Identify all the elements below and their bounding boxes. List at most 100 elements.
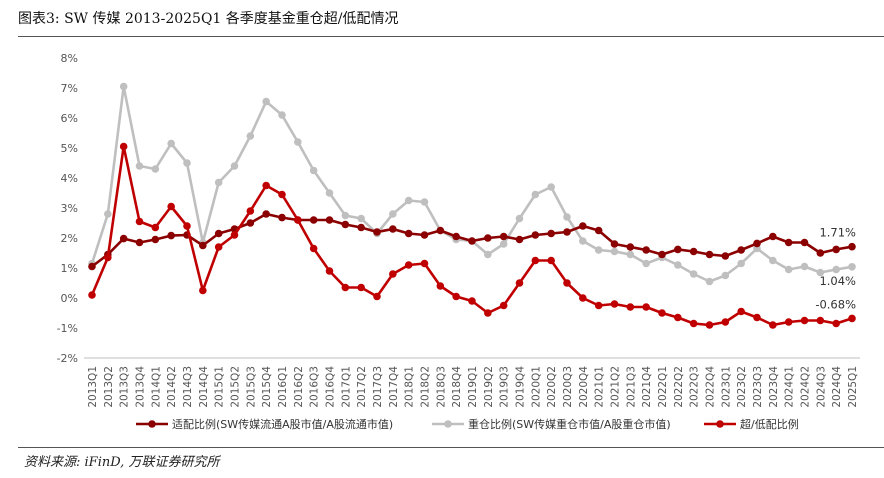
- series-point: [626, 303, 635, 311]
- series-point: [357, 223, 365, 232]
- series-point: [214, 178, 223, 187]
- series-point: [404, 261, 413, 269]
- series-point: [531, 231, 540, 239]
- series-point: [484, 234, 492, 242]
- series-point: [531, 256, 540, 265]
- series-point: [642, 303, 650, 311]
- series-point: [135, 217, 144, 226]
- series-point: [610, 240, 619, 248]
- legend-label: 适配比例(SW传媒流通A股市值/A股流通市值): [172, 417, 393, 431]
- series-point: [104, 253, 112, 262]
- series-point: [737, 259, 745, 268]
- y-tick-label: 6%: [61, 112, 78, 125]
- series-point: [468, 237, 476, 245]
- x-tick-label: 2017Q2: [356, 366, 368, 408]
- x-tick-label: 2013Q4: [135, 366, 147, 408]
- series-point: [737, 246, 745, 254]
- y-tick-label: 3%: [61, 202, 78, 215]
- series-point: [800, 316, 809, 325]
- series-point: [642, 259, 650, 268]
- series-point: [389, 225, 397, 233]
- series-point: [642, 246, 650, 254]
- series-point: [658, 250, 666, 259]
- series-point: [753, 313, 761, 322]
- series-point: [674, 245, 682, 254]
- x-tick-label: 2021Q1: [594, 366, 606, 408]
- annotation-layer: 1.71% 1.04% -0.68%: [815, 226, 856, 312]
- series-point: [167, 202, 175, 211]
- y-tick-label: 4%: [61, 172, 78, 185]
- y-tick-label: -2%: [57, 352, 78, 365]
- series-point: [294, 216, 302, 224]
- series-point: [484, 309, 492, 317]
- x-tick-label: 2025Q1: [847, 366, 859, 408]
- series-point: [689, 319, 698, 328]
- series-point: [151, 165, 160, 173]
- series-point: [499, 240, 508, 248]
- y-tick-label: 2%: [61, 232, 78, 245]
- series-point: [373, 228, 381, 236]
- series-point: [784, 238, 793, 247]
- y-tick-label: -1%: [57, 322, 78, 335]
- y-tick-label: 1%: [61, 262, 78, 275]
- legend-item: 重仓比例(SW传媒重仓市值/A股重仓市值): [432, 417, 671, 431]
- y-axis: -2% -1% 0% 1% 2% 3% 4% 5% 6% 7% 8%: [57, 52, 78, 365]
- x-tick-label: 2016Q1: [277, 366, 289, 408]
- series-point: [753, 239, 761, 248]
- x-tick-label: 2013Q2: [103, 366, 115, 408]
- legend-item: 超/低配比例: [704, 417, 799, 431]
- series-point: [800, 262, 809, 271]
- series-point: [784, 318, 793, 326]
- series-2: [88, 142, 856, 329]
- series-point: [547, 256, 555, 265]
- x-tick-label: 2020Q2: [546, 366, 558, 408]
- x-tick-label: 2019Q3: [499, 366, 511, 408]
- series-point: [452, 232, 460, 241]
- series-point: [674, 313, 682, 322]
- series-point: [404, 196, 413, 205]
- series-point: [262, 97, 270, 106]
- series-layer: [88, 82, 856, 329]
- series-point: [769, 232, 777, 241]
- x-tick-label: 2017Q1: [340, 366, 352, 408]
- y-tick-label: 8%: [61, 52, 78, 65]
- series-point: [278, 213, 286, 222]
- series-point: [214, 243, 223, 251]
- series-point: [705, 321, 714, 329]
- series-point: [119, 82, 128, 91]
- series-point: [278, 190, 286, 199]
- series-point: [230, 231, 239, 239]
- x-tick-label: 2017Q3: [372, 366, 384, 408]
- y-tick-label: 7%: [61, 82, 78, 95]
- series-point: [689, 270, 698, 278]
- series-point: [721, 252, 730, 260]
- x-tick-label: 2019Q2: [483, 366, 495, 408]
- series-point: [563, 279, 571, 287]
- x-tick-label: 2024Q3: [815, 366, 827, 408]
- series-point: [246, 132, 255, 140]
- series-point: [357, 214, 365, 223]
- end-value-label: 1.04%: [819, 274, 856, 288]
- series-point: [531, 190, 540, 199]
- x-tick-label: 2019Q4: [515, 366, 527, 408]
- series-point: [341, 283, 350, 292]
- series-point: [848, 314, 856, 323]
- series-point: [151, 235, 160, 244]
- series-point: [214, 229, 223, 238]
- series-point: [436, 282, 445, 290]
- x-tick-label: 2023Q1: [720, 366, 732, 408]
- series-point: [721, 271, 730, 280]
- series-point: [420, 198, 429, 206]
- series-point: [515, 214, 524, 223]
- series-point: [547, 229, 555, 238]
- x-tick-label: 2020Q4: [578, 366, 590, 408]
- y-tick-label: 0%: [61, 292, 78, 305]
- series-point: [88, 291, 96, 299]
- series-point: [658, 309, 666, 317]
- series-point: [199, 241, 207, 250]
- figure-title: 图表3: SW 传媒 2013-2025Q1 各季度基金重仓超/低配情况: [18, 11, 399, 27]
- series-point: [88, 262, 96, 271]
- series-point: [309, 244, 318, 253]
- series-point: [309, 166, 318, 175]
- series-point: [563, 228, 571, 236]
